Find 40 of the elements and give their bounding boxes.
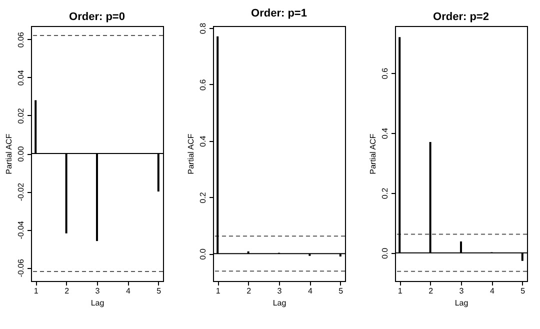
- x-tick-label: 3: [277, 286, 282, 296]
- y-tick-label: 0.6: [380, 67, 390, 80]
- x-axis-title: Lag: [454, 298, 468, 308]
- y-tick-label: -0.02: [16, 182, 26, 202]
- y-tick-label: 0.6: [198, 78, 208, 90]
- y-axis-title: Partial ACF: [186, 134, 196, 174]
- chart-title: Order: p=2: [433, 11, 489, 23]
- x-tick-label: 1: [216, 286, 221, 296]
- y-tick-label: 0.2: [380, 187, 390, 199]
- y-tick-label: -0.06: [16, 258, 26, 278]
- x-tick-label: 3: [459, 286, 464, 296]
- y-tick-label: 0.0: [198, 248, 208, 260]
- x-tick-label: 2: [64, 286, 70, 296]
- x-tick-label: 1: [398, 286, 403, 296]
- y-tick-label: 0.04: [16, 70, 26, 86]
- y-tick-label: 0.4: [380, 127, 390, 140]
- x-tick-label: 2: [246, 286, 252, 296]
- x-tick-label: 5: [338, 286, 344, 296]
- chart-title: Order: p=0: [69, 11, 125, 23]
- y-tick-label: 0.06: [16, 31, 26, 48]
- x-tick-label: 4: [126, 286, 131, 296]
- x-tick-label: 5: [156, 286, 162, 296]
- chart-title: Order: p=1: [251, 7, 307, 20]
- x-tick-label: 1: [34, 286, 39, 296]
- x-tick-label: 2: [428, 286, 434, 296]
- y-axis-title: Partial ACF: [368, 134, 378, 174]
- y-tick-label: -0.04: [16, 220, 26, 240]
- y-tick-label: 0.4: [198, 135, 208, 147]
- y-tick-label: 0.8: [198, 22, 208, 34]
- y-axis-title: Partial ACF: [4, 134, 14, 174]
- y-tick-label: 0.00: [16, 146, 26, 162]
- y-tick-label: 0.0: [380, 247, 390, 259]
- y-tick-label: 0.2: [198, 192, 208, 204]
- x-tick-label: 4: [490, 286, 495, 296]
- x-axis-title: Lag: [272, 298, 286, 308]
- x-axis-title: Lag: [90, 298, 104, 308]
- x-tick-label: 4: [308, 286, 313, 296]
- x-tick-label: 3: [95, 286, 100, 296]
- y-tick-label: 0.02: [16, 108, 26, 124]
- x-tick-label: 5: [520, 286, 526, 296]
